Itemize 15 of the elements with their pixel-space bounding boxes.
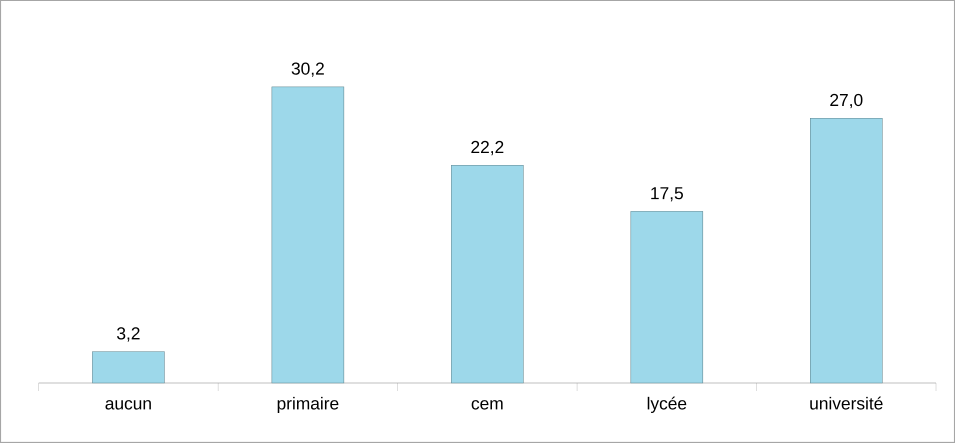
x-tick-label: primaire (278, 396, 338, 413)
x-tick-label: lycée (648, 396, 686, 413)
data-label: 3,2 (117, 327, 140, 342)
bar (810, 118, 883, 384)
bar (272, 86, 344, 384)
data-label: 30,2 (292, 62, 324, 77)
data-label: 17,5 (651, 187, 683, 202)
x-tick-label: université (810, 396, 883, 410)
bar (451, 165, 524, 384)
bar (92, 351, 165, 384)
data-label: 27,0 (830, 94, 862, 108)
x-tick-label: aucun (106, 400, 151, 410)
x-tick-label: cem (472, 400, 503, 410)
data-label: 22,2 (471, 140, 504, 156)
bar (630, 211, 704, 384)
